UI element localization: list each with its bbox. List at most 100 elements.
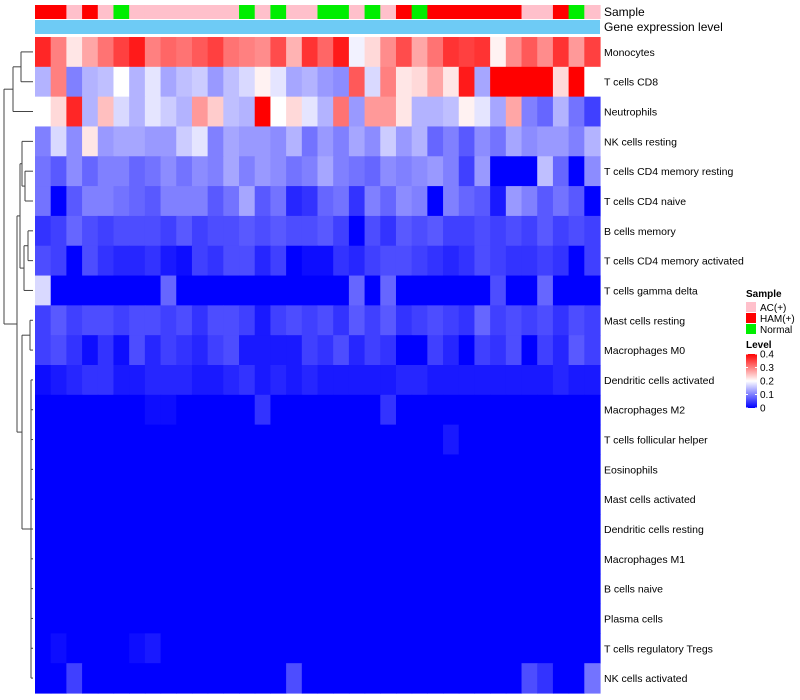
heatmap-cell [490,573,507,605]
heatmap-grid [35,37,601,694]
heatmap-cell [411,663,428,694]
heatmap-cell [239,484,256,515]
heatmap-cell [443,454,460,485]
heatmap-cell [584,573,601,605]
heatmap-cell [66,454,83,485]
heatmap-cell [395,305,413,336]
heatmap-cell [443,126,460,157]
heatmap-cell [348,275,366,306]
heatmap-cell [380,633,397,664]
heatmap-cell [223,66,240,98]
heatmap-cell [160,424,177,456]
heatmap-cell [191,573,209,605]
heatmap-cell [411,573,428,605]
heatmap-cell [458,663,476,694]
heatmap-cell [286,96,303,128]
row-labels: Monocytes T cells CD8 Neutrophils NK cells … [604,47,744,685]
heatmap-cell [458,335,476,366]
heatmap-cell [223,365,240,396]
heatmap-cell [66,514,83,545]
sample-annotation-cell [537,5,554,19]
heatmap-cell [207,126,224,157]
row-label: Macrophages M2 [604,405,685,417]
heatmap-cell [50,633,67,664]
heatmap-cell [427,96,444,128]
heatmap-cell [66,663,83,694]
heatmap-cell [474,275,491,306]
heatmap-cell [82,365,99,396]
heatmap-cell [364,66,381,98]
heatmap-cell [113,484,130,515]
heatmap-cell [97,484,115,515]
heatmap-cell [427,335,444,366]
heatmap-cell [568,335,585,366]
heatmap-cell [191,365,209,396]
heatmap-cell [82,215,99,247]
heatmap-cell [505,215,523,247]
heatmap-cell [113,394,130,426]
heatmap-cell [160,126,177,157]
sample-annotation-cell [443,5,460,19]
heatmap-cell [301,603,319,634]
heatmap-cell [411,454,428,485]
heatmap-cell [191,424,209,456]
heatmap-cell [129,424,146,456]
heatmap-cell [348,633,366,664]
heatmap-cell [364,126,381,157]
heatmap-cell [364,633,381,664]
heatmap-cell [552,186,570,217]
heatmap-cell [129,245,146,277]
heatmap-cell [239,186,256,217]
heatmap-cell [348,66,366,98]
heatmap-cell [333,275,350,306]
heatmap-cell [50,365,67,396]
heatmap-cell [97,543,115,575]
heatmap-cell [427,126,444,157]
heatmap-cell [568,543,585,575]
heatmap-cell [458,573,476,605]
heatmap-cell [427,633,444,664]
heatmap-cell [537,275,554,306]
heatmap-cell [113,126,130,157]
heatmap-cell [348,245,366,277]
heatmap-cell [443,66,460,98]
heatmap-cell [333,514,350,545]
heatmap-cell [395,96,413,128]
sample-legend: Sample AC(+)HAM(+)Normal [746,289,795,336]
heatmap-cell [160,633,177,664]
heatmap-cell [458,365,476,396]
heatmap-cell [129,156,146,187]
heatmap-cell [191,37,209,68]
heatmap-cell [113,215,130,247]
heatmap-cell [584,633,601,664]
heatmap-cell [286,245,303,277]
heatmap-cell [301,96,319,128]
heatmap-cell [443,484,460,515]
heatmap-cell [254,573,272,605]
heatmap-cell [552,37,570,68]
sample-annotation-cell [490,5,507,19]
heatmap-cell [66,66,83,98]
heatmap-cell [113,186,130,217]
heatmap-cell [97,126,115,157]
heatmap-cell [160,186,177,217]
sample-annotation-bar [35,5,601,19]
sample-annotation-cell [474,5,491,19]
heatmap-cell [348,37,366,68]
heatmap-cell [474,335,491,366]
level-tick-label: 0 [760,404,766,415]
heatmap-cell [490,305,507,336]
sample-annotation-cell [505,5,523,19]
heatmap-cell [82,573,99,605]
heatmap-cell [239,37,256,68]
row-label: T cells CD4 memory activated [604,256,744,268]
heatmap-cell [552,305,570,336]
heatmap-cell [239,424,256,456]
heatmap-cell [505,454,523,485]
heatmap-cell [129,514,146,545]
heatmap-cell [286,215,303,247]
heatmap-cell [82,335,99,366]
heatmap-cell [443,514,460,545]
heatmap-cell [395,663,413,694]
heatmap-cell [333,186,350,217]
